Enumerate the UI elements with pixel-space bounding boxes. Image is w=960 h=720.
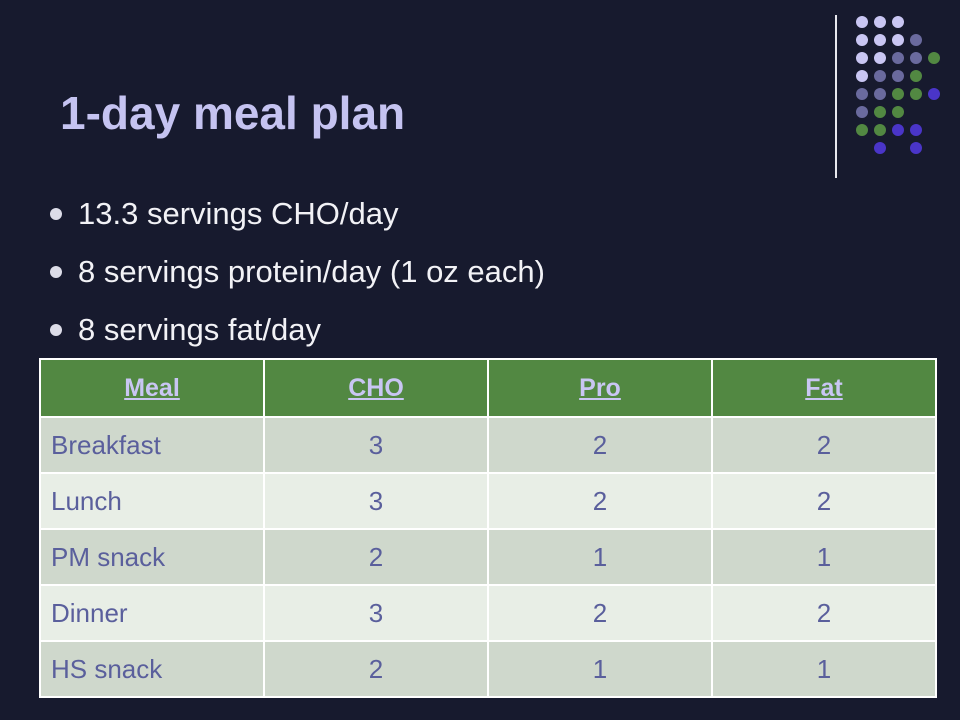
- cell-meal: Dinner: [39, 584, 265, 642]
- bullet-dot-icon: [50, 324, 62, 336]
- decorative-dot: [874, 70, 886, 82]
- cell-meal: Lunch: [39, 472, 265, 530]
- cell-fat: 2: [711, 416, 937, 474]
- decorative-dot: [892, 124, 904, 136]
- decorative-dot: [910, 52, 922, 64]
- decorative-dot: [856, 16, 868, 28]
- cell-pro: 2: [487, 472, 713, 530]
- cell-meal: PM snack: [39, 528, 265, 586]
- cell-meal: Breakfast: [39, 416, 265, 474]
- decorative-dot: [892, 106, 904, 118]
- decorative-dot: [874, 52, 886, 64]
- decorative-dot: [874, 142, 886, 154]
- bullet-list: 13.3 servings CHO/day 8 servings protein…: [48, 192, 545, 366]
- decorative-dot: [874, 106, 886, 118]
- decorative-dot: [856, 88, 868, 100]
- decorative-dot: [856, 124, 868, 136]
- table-row: HS snack 2 1 1: [39, 640, 937, 698]
- bullet-item-fat: 8 servings fat/day: [48, 308, 545, 366]
- bullet-text: 13.3 servings CHO/day: [78, 196, 399, 231]
- cell-meal: HS snack: [39, 640, 265, 698]
- decorative-dot: [928, 52, 940, 64]
- decorative-dot: [892, 34, 904, 46]
- meal-plan-table: Meal CHO Pro Fat Breakfast 3 2 2 Lunch 3…: [39, 358, 937, 698]
- decorative-dot: [892, 52, 904, 64]
- decorative-dot: [874, 124, 886, 136]
- slide-title: 1-day meal plan: [60, 87, 406, 139]
- decorative-dot: [856, 52, 868, 64]
- table-row: PM snack 2 1 1: [39, 528, 937, 586]
- decorative-dot: [910, 142, 922, 154]
- cell-pro: 1: [487, 528, 713, 586]
- bullet-dot-icon: [50, 208, 62, 220]
- cell-fat: 2: [711, 584, 937, 642]
- decorative-dot: [874, 16, 886, 28]
- cell-pro: 1: [487, 640, 713, 698]
- cell-fat: 1: [711, 528, 937, 586]
- cell-cho: 3: [263, 472, 489, 530]
- cell-fat: 2: [711, 472, 937, 530]
- cell-fat: 1: [711, 640, 937, 698]
- header-fat[interactable]: Fat: [711, 358, 937, 418]
- decorative-dot: [910, 34, 922, 46]
- cell-cho: 2: [263, 528, 489, 586]
- decorative-dot: [856, 106, 868, 118]
- decorative-dot: [910, 70, 922, 82]
- table-header-row: Meal CHO Pro Fat: [39, 358, 937, 418]
- decorative-dot: [856, 70, 868, 82]
- header-cho[interactable]: CHO: [263, 358, 489, 418]
- cell-cho: 3: [263, 416, 489, 474]
- decorative-dot: [856, 34, 868, 46]
- bullet-text: 8 servings fat/day: [78, 312, 321, 347]
- cell-pro: 2: [487, 416, 713, 474]
- cell-pro: 2: [487, 584, 713, 642]
- header-pro[interactable]: Pro: [487, 358, 713, 418]
- decorative-dot: [874, 34, 886, 46]
- decorative-divider-line: [835, 15, 837, 178]
- bullet-text: 8 servings protein/day (1 oz each): [78, 254, 545, 289]
- decorative-dot: [910, 88, 922, 100]
- bullet-item-cho: 13.3 servings CHO/day: [48, 192, 545, 250]
- table-row: Lunch 3 2 2: [39, 472, 937, 530]
- header-meal[interactable]: Meal: [39, 358, 265, 418]
- decorative-dot: [892, 70, 904, 82]
- cell-cho: 2: [263, 640, 489, 698]
- decorative-dot: [892, 16, 904, 28]
- bullet-item-protein: 8 servings protein/day (1 oz each): [48, 250, 545, 308]
- decorative-dot: [910, 124, 922, 136]
- decorative-dot: [928, 88, 940, 100]
- cell-cho: 3: [263, 584, 489, 642]
- decorative-dot: [892, 88, 904, 100]
- table-row: Breakfast 3 2 2: [39, 416, 937, 474]
- decorative-dot: [874, 88, 886, 100]
- table-row: Dinner 3 2 2: [39, 584, 937, 642]
- bullet-dot-icon: [50, 266, 62, 278]
